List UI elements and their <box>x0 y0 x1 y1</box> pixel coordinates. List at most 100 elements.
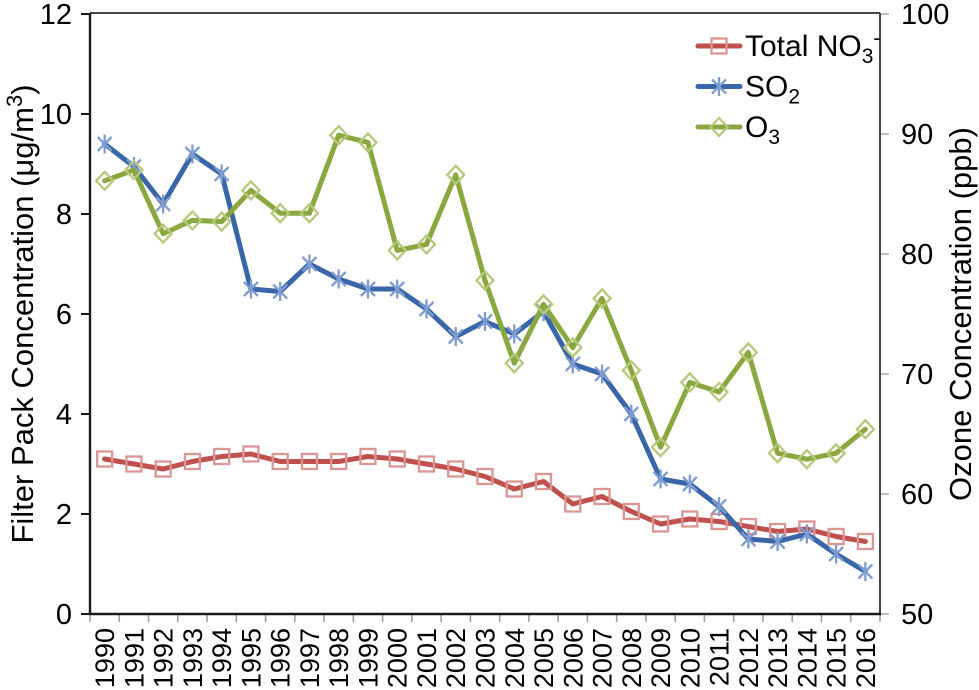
x-tick-label: 1995 <box>236 628 266 688</box>
diamond-marker-icon <box>182 209 203 232</box>
asterisk-marker-icon <box>389 279 406 299</box>
square-marker-icon <box>154 460 172 478</box>
square-marker-icon <box>447 460 465 478</box>
diamond-marker-icon <box>94 170 115 192</box>
right-axis-tick-label: 100 <box>901 0 949 31</box>
x-tick-label: 1997 <box>295 628 325 688</box>
diamond-marker-icon <box>796 448 817 470</box>
diamond-marker-icon <box>650 436 671 458</box>
right-axis-tick-label: 90 <box>901 119 933 151</box>
asterisk-marker-icon <box>213 164 230 184</box>
total-no3-line <box>102 451 868 544</box>
diamond-marker-icon <box>153 222 174 245</box>
square-marker-icon <box>651 515 670 533</box>
asterisk-marker-icon <box>799 524 815 544</box>
diamond-marker-icon <box>474 269 496 292</box>
x-tick-label: 2004 <box>500 628 530 688</box>
asterisk-marker-icon <box>740 529 757 549</box>
diamond-marker-icon <box>299 202 320 224</box>
square-marker-icon <box>505 480 523 498</box>
square-marker-icon <box>417 455 436 473</box>
diamond-marker-icon <box>767 442 788 464</box>
square-marker-icon <box>125 455 143 473</box>
o3-line <box>102 132 868 462</box>
left-axis-ticks: 0 2 4 6 8 10 12 <box>40 0 90 631</box>
right-axis-tick-label: 50 <box>901 599 933 631</box>
square-marker-icon <box>183 452 202 471</box>
asterisk-marker-icon <box>330 269 347 289</box>
square-marker-icon <box>330 452 348 471</box>
asterisk-marker-icon <box>360 279 376 299</box>
right-axis-tick-label: 60 <box>901 479 933 511</box>
asterisk-marker-icon <box>301 254 318 274</box>
x-tick-label: 1998 <box>324 628 354 688</box>
asterisk-marker-icon <box>506 324 523 344</box>
asterisk-marker-icon <box>155 194 171 214</box>
x-tick-label: 1990 <box>90 628 120 688</box>
diamond-marker-icon <box>211 210 232 233</box>
diamond-marker-icon <box>357 131 379 154</box>
asterisk-marker-icon <box>769 532 786 551</box>
right-axis-tick-label: 70 <box>901 359 933 391</box>
x-tick-label: 2015 <box>822 628 852 688</box>
x-tick-label: 1993 <box>178 628 208 688</box>
x-axis-labels: 1990 1991 1992 1993 1994 1995 1996 1997 1998 1999… <box>90 628 881 688</box>
left-axis-tick-label: 10 <box>40 99 72 131</box>
x-tick-label: 2010 <box>675 628 705 688</box>
right-axis-title: Ozone Concentration (ppb) <box>943 127 978 501</box>
asterisk-marker-icon <box>594 364 610 384</box>
diamond-marker-icon <box>445 164 466 186</box>
diamond-marker-icon <box>738 341 759 364</box>
square-marker-icon <box>271 452 289 471</box>
square-marker-icon <box>359 447 377 466</box>
x-tick-label: 1999 <box>353 628 383 688</box>
x-tick-label: 2016 <box>851 628 881 688</box>
left-axis-tick-label: 4 <box>56 399 72 431</box>
square-marker-icon <box>827 527 845 546</box>
x-tick-label: 2003 <box>471 628 501 688</box>
x-tick-label: 2008 <box>617 628 647 688</box>
diamond-marker-icon <box>679 371 700 394</box>
x-tick-label: 2011 <box>705 628 735 686</box>
x-tick-label: 2009 <box>646 628 676 688</box>
asterisk-marker-icon <box>418 299 435 319</box>
square-marker-icon <box>300 452 319 471</box>
diamond-marker-icon <box>387 239 408 262</box>
diamond-marker-icon <box>708 381 730 403</box>
asterisk-marker-icon <box>477 312 493 331</box>
x-tick-label: 1992 <box>149 628 179 688</box>
x-tick-label: 1994 <box>207 628 237 688</box>
x-tick-label: 2006 <box>558 628 588 688</box>
asterisk-marker-icon <box>447 327 464 346</box>
diamond-marker-icon <box>504 352 525 374</box>
diamond-marker-icon <box>708 116 730 138</box>
legend-label-so2: SO2 <box>745 71 800 109</box>
diamond-marker-icon <box>621 359 642 382</box>
legend-label-o3: O3 <box>745 111 780 149</box>
left-axis-tick-label: 0 <box>56 599 72 631</box>
legend-item-o3: O3 <box>695 111 780 149</box>
square-marker-icon <box>476 467 494 486</box>
x-tick-label: 2000 <box>383 628 413 688</box>
left-axis-tick-label: 2 <box>56 499 72 531</box>
x-tick-label: 2005 <box>529 628 559 688</box>
plot-frame <box>88 12 881 616</box>
asterisk-marker-icon <box>652 469 669 489</box>
diamond-marker-icon <box>533 293 554 316</box>
legend-item-so2: SO2 <box>695 71 800 109</box>
asterisk-marker-icon <box>272 282 288 301</box>
diamond-marker-icon <box>855 418 876 440</box>
square-marker-icon <box>534 472 553 491</box>
series-o3 <box>94 124 876 470</box>
square-marker-icon <box>622 502 640 521</box>
diamond-marker-icon <box>123 159 144 181</box>
diamond-marker-icon <box>328 124 349 146</box>
series-total-no3 <box>95 445 875 551</box>
left-axis-tick-label: 8 <box>56 199 72 231</box>
left-axis-tick-label: 12 <box>40 0 72 31</box>
asterisk-marker-icon <box>711 77 727 96</box>
asterisk-marker-icon <box>96 134 113 154</box>
x-tick-label: 2007 <box>588 628 618 688</box>
asterisk-marker-icon <box>623 404 640 424</box>
